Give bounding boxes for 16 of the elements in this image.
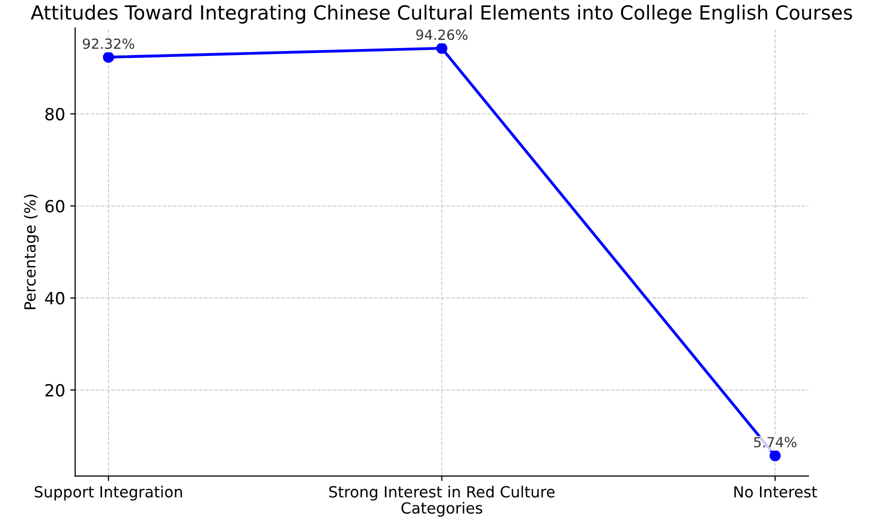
point [102,52,114,63]
data-label: 92.32% [82,38,134,49]
data-label: 94.26% [416,30,468,40]
y-axis-title: Percentage (%) [24,194,39,310]
point [436,42,448,54]
x-tick-label: Strong Interest in Red Culture [329,486,555,501]
x-tick-label: Support Integration [34,486,182,501]
y-tick-label: 20 [45,384,64,397]
point [770,450,781,462]
x-tick-label: No Interest [734,486,817,498]
y-tick-label: 40 [45,292,64,305]
y-tick-label: 60 [45,200,64,212]
data-label: 5.74% [754,436,796,448]
y-tick-label: 80 [45,108,64,120]
chart-title: Attitudes Toward Integrating Chinese Cultural Elements into College English Courses [30,4,852,24]
x-axis-title: Categories [401,502,482,517]
